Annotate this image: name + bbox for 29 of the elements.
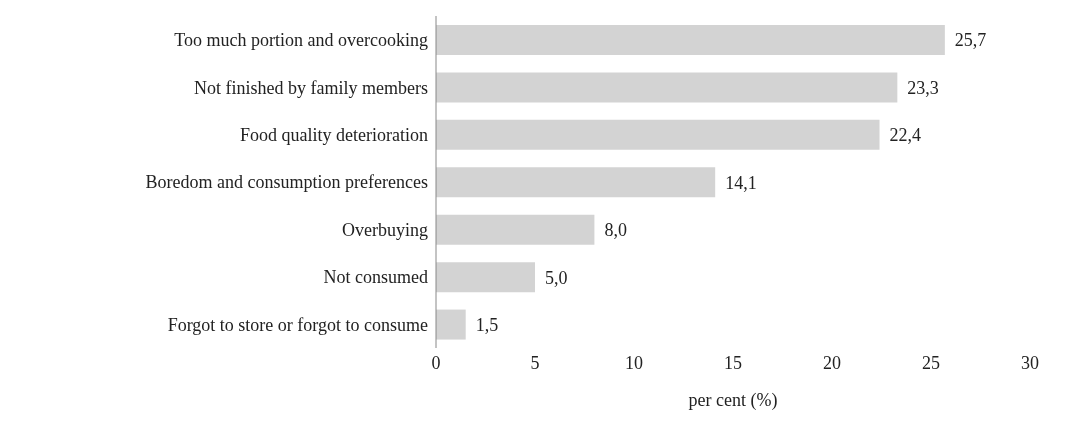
y-tick-label: Boredom and consumption preferences [145, 172, 428, 193]
x-tick-label: 25 [922, 352, 940, 373]
bar [436, 72, 898, 103]
x-tick-label: 0 [431, 352, 441, 373]
y-tick-label: Too much portion and overcooking [174, 30, 428, 51]
data-label: 25,7 [954, 30, 987, 51]
bar [436, 119, 880, 150]
x-tick-label: 5 [530, 352, 540, 373]
x-tick-label: 10 [625, 352, 643, 373]
x-tick-label: 20 [823, 352, 841, 373]
x-tick-label: 30 [1021, 352, 1039, 373]
x-tick-label: 15 [724, 352, 742, 373]
y-tick-label: Forgot to store or forgot to consume [167, 314, 428, 335]
data-label: 5,0 [545, 267, 568, 288]
x-axis-title: per cent (%) [688, 390, 778, 411]
bar [436, 262, 535, 293]
bar [436, 25, 945, 55]
y-tick-label: Not finished by family members [194, 77, 428, 98]
y-tick-label: Overbuying [342, 219, 428, 240]
data-label: 23,3 [907, 77, 939, 98]
y-tick-label: Not consumed [323, 267, 428, 288]
bar [436, 309, 466, 340]
data-label: 14,1 [725, 172, 757, 193]
bar [436, 214, 595, 245]
y-tick-label: Food quality deterioration [240, 124, 428, 145]
data-label: 8,0 [604, 220, 627, 241]
data-label: 22,4 [889, 125, 922, 146]
data-label: 1,5 [475, 314, 499, 335]
bar [436, 167, 716, 198]
